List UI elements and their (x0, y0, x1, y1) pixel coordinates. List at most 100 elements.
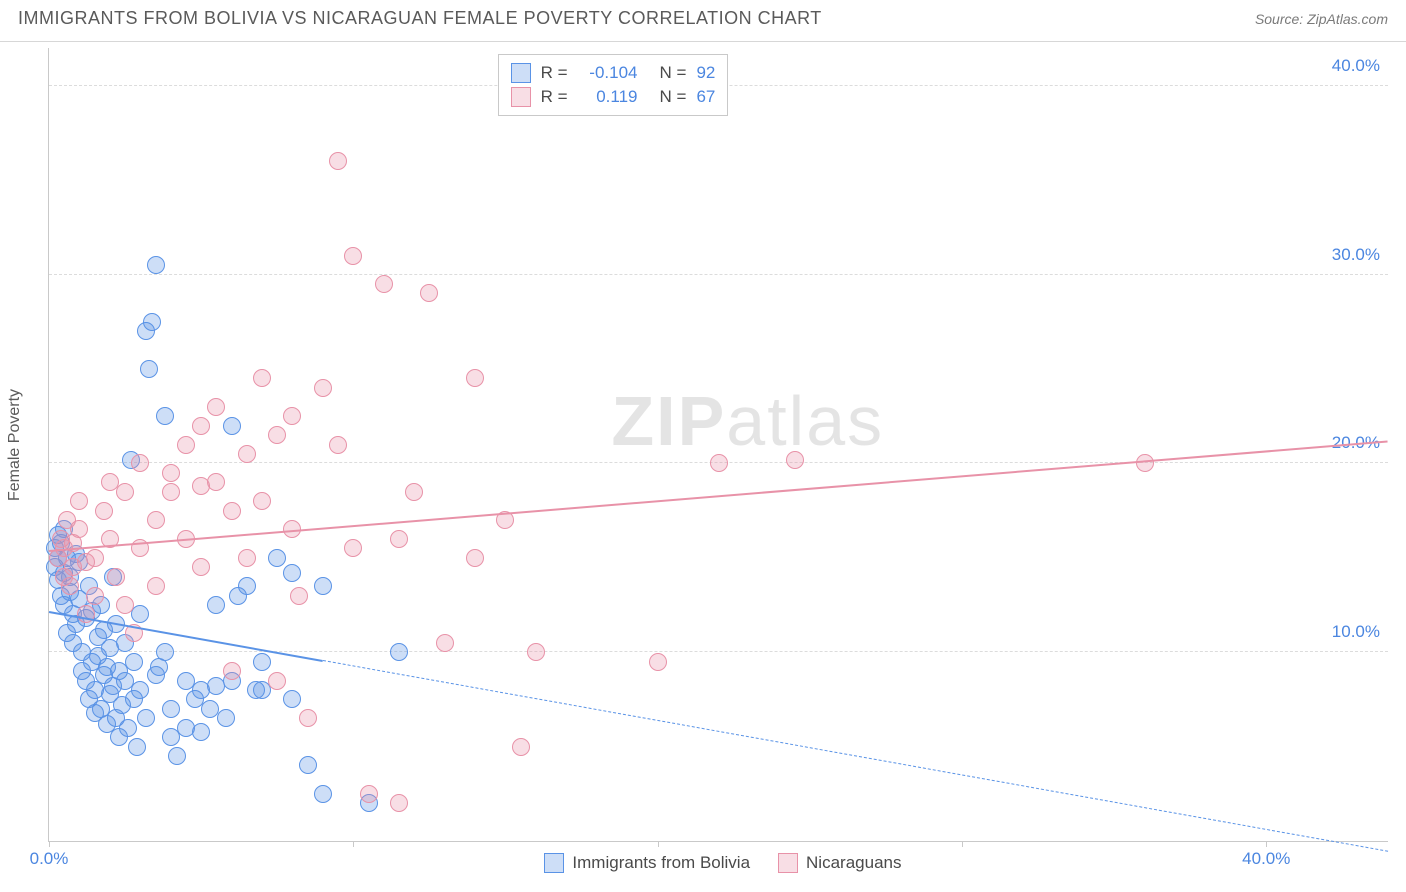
data-point-bolivia (125, 653, 143, 671)
data-point-bolivia (390, 643, 408, 661)
data-point-nicaraguans (177, 436, 195, 454)
chart-header: IMMIGRANTS FROM BOLIVIA VS NICARAGUAN FE… (0, 0, 1406, 42)
data-point-nicaraguans (238, 549, 256, 567)
data-point-nicaraguans (299, 709, 317, 727)
data-point-nicaraguans (131, 454, 149, 472)
data-point-bolivia (156, 643, 174, 661)
legend-label: Immigrants from Bolivia (572, 853, 750, 873)
data-point-nicaraguans (86, 549, 104, 567)
correlation-legend: R =-0.104N =92R =0.119N =67 (498, 54, 729, 116)
data-point-bolivia (299, 756, 317, 774)
data-point-bolivia (268, 549, 286, 567)
data-point-nicaraguans (314, 379, 332, 397)
data-point-nicaraguans (61, 577, 79, 595)
data-point-nicaraguans (390, 530, 408, 548)
data-point-nicaraguans (147, 577, 165, 595)
series-legend: Immigrants from Bolivia Nicaraguans (544, 853, 901, 873)
data-point-nicaraguans (436, 634, 454, 652)
data-point-bolivia (207, 596, 225, 614)
data-point-nicaraguans (162, 464, 180, 482)
watermark: ZIPatlas (611, 381, 884, 461)
data-point-bolivia (168, 747, 186, 765)
data-point-bolivia (283, 564, 301, 582)
data-point-nicaraguans (405, 483, 423, 501)
data-point-nicaraguans (95, 502, 113, 520)
legend-swatch (511, 87, 531, 107)
chart-source: Source: ZipAtlas.com (1255, 11, 1388, 27)
data-point-nicaraguans (527, 643, 545, 661)
x-tick-mark (49, 841, 50, 847)
data-point-nicaraguans (253, 369, 271, 387)
x-tick-mark (1266, 841, 1267, 847)
data-point-nicaraguans (786, 451, 804, 469)
data-point-nicaraguans (1136, 454, 1154, 472)
legend-label: Nicaraguans (806, 853, 901, 873)
data-point-bolivia (223, 417, 241, 435)
data-point-bolivia (283, 690, 301, 708)
x-tick-mark (353, 841, 354, 847)
legend-swatch (544, 853, 564, 873)
data-point-bolivia (217, 709, 235, 727)
data-point-bolivia (314, 785, 332, 803)
data-point-nicaraguans (329, 436, 347, 454)
source-link[interactable]: ZipAtlas.com (1307, 11, 1388, 27)
data-point-nicaraguans (290, 587, 308, 605)
trend-line-dashed (323, 660, 1388, 852)
legend-swatch (778, 853, 798, 873)
data-point-bolivia (143, 313, 161, 331)
data-point-nicaraguans (360, 785, 378, 803)
data-point-nicaraguans (223, 502, 241, 520)
data-point-nicaraguans (207, 473, 225, 491)
data-point-nicaraguans (192, 417, 210, 435)
data-point-nicaraguans (344, 539, 362, 557)
x-tick-mark (658, 841, 659, 847)
y-axis-label: Female Poverty (6, 388, 24, 500)
data-point-bolivia (140, 360, 158, 378)
scatter-plot: Female Poverty ZIPatlas 10.0%20.0%30.0%4… (48, 48, 1388, 842)
plot-area: Female Poverty ZIPatlas 10.0%20.0%30.0%4… (48, 48, 1388, 842)
data-point-nicaraguans (253, 492, 271, 510)
chart-title: IMMIGRANTS FROM BOLIVIA VS NICARAGUAN FE… (18, 8, 822, 29)
legend-item-nicaraguans[interactable]: Nicaraguans (778, 853, 901, 873)
y-tick-label: 30.0% (1332, 245, 1380, 265)
data-point-bolivia (131, 605, 149, 623)
data-point-bolivia (131, 681, 149, 699)
data-point-nicaraguans (466, 369, 484, 387)
data-point-bolivia (314, 577, 332, 595)
data-point-nicaraguans (512, 738, 530, 756)
data-point-nicaraguans (238, 445, 256, 463)
data-point-nicaraguans (116, 483, 134, 501)
x-tick-label: 0.0% (30, 849, 69, 869)
x-tick-label: 40.0% (1242, 849, 1290, 869)
r-value: -0.104 (578, 63, 638, 83)
data-point-nicaraguans (283, 407, 301, 425)
data-point-nicaraguans (649, 653, 667, 671)
data-point-bolivia (128, 738, 146, 756)
n-value: 92 (696, 63, 715, 83)
data-point-nicaraguans (162, 483, 180, 501)
data-point-nicaraguans (192, 558, 210, 576)
legend-item-bolivia[interactable]: Immigrants from Bolivia (544, 853, 750, 873)
data-point-nicaraguans (107, 568, 125, 586)
data-point-nicaraguans (268, 426, 286, 444)
data-point-nicaraguans (268, 672, 286, 690)
data-point-bolivia (192, 723, 210, 741)
data-point-nicaraguans (466, 549, 484, 567)
legend-swatch (511, 63, 531, 83)
data-point-nicaraguans (70, 520, 88, 538)
data-point-nicaraguans (329, 152, 347, 170)
data-point-nicaraguans (375, 275, 393, 293)
data-point-nicaraguans (390, 794, 408, 812)
gridline (49, 651, 1388, 652)
data-point-bolivia (156, 407, 174, 425)
data-point-bolivia (137, 709, 155, 727)
data-point-nicaraguans (147, 511, 165, 529)
data-point-nicaraguans (116, 596, 134, 614)
data-point-bolivia (119, 719, 137, 737)
data-point-nicaraguans (344, 247, 362, 265)
data-point-nicaraguans (207, 398, 225, 416)
legend-row-nicaraguans: R =0.119N =67 (511, 85, 716, 109)
data-point-bolivia (238, 577, 256, 595)
gridline (49, 274, 1388, 275)
data-point-nicaraguans (420, 284, 438, 302)
